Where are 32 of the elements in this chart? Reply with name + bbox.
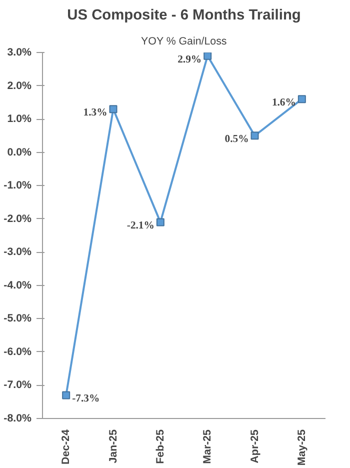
chart-subtitle: YOY % Gain/Loss bbox=[141, 36, 227, 48]
data-label: -2.1% bbox=[126, 220, 154, 232]
point bbox=[156, 218, 164, 226]
x-tick-label: Dec-24 bbox=[60, 429, 72, 464]
data-label: 0.5% bbox=[224, 134, 249, 146]
data-label: 1.3% bbox=[83, 108, 108, 119]
y-tick-label: -2.0% bbox=[4, 212, 32, 225]
point bbox=[250, 132, 259, 140]
y-tick-label: 0.0% bbox=[7, 146, 32, 158]
data-label: 2.9% bbox=[178, 54, 202, 66]
point bbox=[298, 95, 306, 104]
y-tick-label: -6.0% bbox=[4, 346, 32, 358]
data-label: 1.6% bbox=[272, 98, 296, 109]
point bbox=[62, 391, 70, 400]
point bbox=[109, 105, 118, 114]
y-tick-label: 3.0% bbox=[7, 46, 32, 58]
x-tick-label: Apr-25 bbox=[248, 429, 261, 464]
y-tick-label: -8.0% bbox=[4, 412, 32, 424]
y-tick-label: 2.0% bbox=[7, 80, 32, 92]
x-tick-label: May-25 bbox=[296, 429, 308, 466]
x-tick-label: Feb-25 bbox=[154, 429, 166, 464]
y-tick-label: -3.0% bbox=[4, 246, 32, 258]
x-tick-label: Mar-25 bbox=[202, 429, 214, 464]
y-tick-label: -4.0% bbox=[4, 279, 32, 292]
y-tick-label: -7.0% bbox=[4, 379, 32, 392]
y-tick-label: -1.0% bbox=[4, 180, 32, 192]
x-tick-label: Jan-25 bbox=[107, 429, 120, 464]
y-tick-label: 1.0% bbox=[7, 113, 32, 126]
y-tick-label: -5.0% bbox=[4, 312, 32, 325]
data-label: -7.3% bbox=[72, 394, 100, 405]
point bbox=[204, 52, 212, 60]
chart-title: US Composite - 6 Months Trailing bbox=[67, 8, 301, 24]
